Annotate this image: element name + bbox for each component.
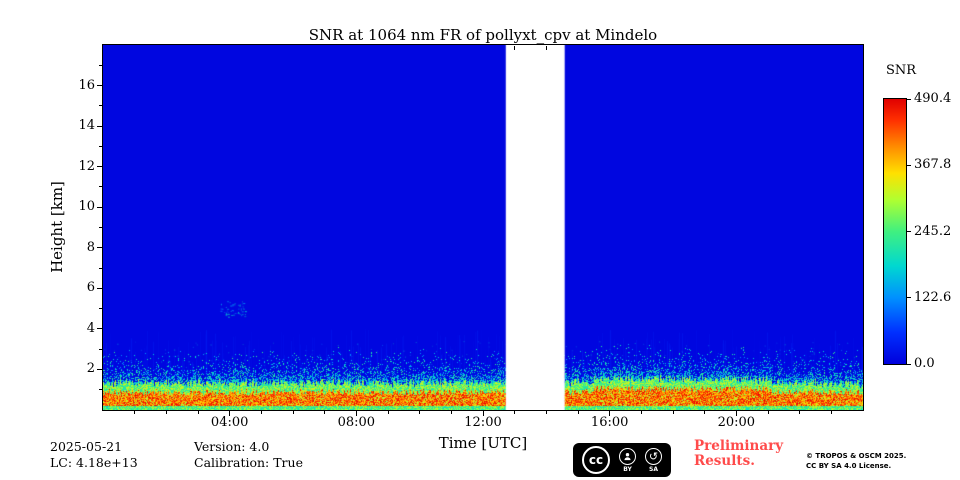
x-minor-tick [324,411,326,414]
y-minor-tick [99,105,102,107]
y-minor-tick [99,145,102,147]
cc-sa-label: SA [649,465,658,473]
preliminary-line1: Preliminary [694,438,784,454]
cc-sa-icon: ↺ SA [645,447,662,473]
y-minor-tick [99,227,102,228]
x-minor-tick [577,411,579,414]
y-axis-label: Height [km] [48,181,66,273]
top-inward-tick [545,46,547,50]
chart-title: SNR at 1064 nm FR of pollyxt_cpv at Mind… [308,26,658,44]
y-major-tick [97,287,102,289]
cc-logo-text: cc [588,453,604,467]
cc-by-icon: BY [619,447,636,473]
x-minor-tick [260,411,262,414]
x-minor-tick [134,411,136,414]
x-minor-tick [799,411,801,414]
y-tick-label: 6 [86,280,95,296]
colorbar-tick [907,231,911,232]
y-major-tick [97,368,102,370]
x-tick-label: 16:00 [590,415,629,430]
x-tick-label: 08:00 [337,415,376,430]
x-minor-tick [704,411,706,414]
x-minor-tick [450,411,452,414]
x-major-tick [735,411,737,416]
copyright-line1: © TROPOS & OSCM 2025. [806,452,907,460]
x-tick-label: 04:00 [210,415,249,430]
preliminary-line2: Results. [694,453,755,469]
x-major-tick [229,411,231,416]
share-alike-arrow-icon: ↺ [645,447,662,465]
y-major-tick [97,85,102,87]
y-minor-tick [99,267,102,269]
y-major-tick [97,125,102,127]
footer-version: Version: 4.0 [194,439,270,454]
heatmap-canvas [103,45,863,410]
copyright-note: © TROPOS & OSCM 2025. CC BY SA 4.0 Licen… [806,452,906,471]
y-major-tick [97,166,102,168]
x-major-tick [482,411,484,416]
footer-date: 2025-05-21 [50,439,123,454]
footer-calibration: Calibration: True [194,455,303,470]
cc-logo-icon: cc [582,446,610,474]
heatmap-plot-area [102,44,864,411]
colorbar [883,98,907,365]
colorbar-title: SNR [886,63,917,78]
x-major-tick [355,411,357,416]
y-major-tick [97,247,102,249]
y-minor-tick [99,186,102,188]
x-major-tick [609,411,611,416]
x-minor-tick [387,411,389,414]
x-minor-tick [419,411,421,414]
y-tick-label: 8 [86,239,95,255]
y-major-tick [97,328,102,330]
preliminary-note: Preliminary Results. [694,439,783,469]
y-tick-label: 12 [78,158,95,174]
person-icon [619,447,636,465]
x-tick-label: 12:00 [464,415,502,430]
top-inward-tick [514,46,516,50]
x-tick-label: 20:00 [717,415,756,430]
x-minor-tick [197,411,199,414]
colorbar-tick-label: 490.4 [914,91,952,106]
copyright-line2: CC BY SA 4.0 License. [806,461,892,470]
colorbar-tick [907,297,911,299]
y-tick-label: 14 [78,118,95,134]
x-minor-tick [514,411,516,414]
cc-license-badge: cc BY ↺ SA [573,443,671,477]
y-tick-label: 10 [78,199,95,215]
x-minor-tick [640,411,642,414]
colorbar-tick-label: 245.2 [914,223,952,239]
x-axis-label: Time [UTC] [438,434,528,452]
y-tick-label: 4 [86,320,95,336]
y-minor-tick [99,348,102,350]
x-minor-tick [767,411,769,414]
colorbar-tick [907,363,911,365]
y-minor-tick [99,64,102,66]
footer-lidar-constant: LC: 4.18e+13 [50,455,138,470]
colorbar-tick [907,164,911,166]
y-major-tick [97,206,102,208]
colorbar-tick-label: 122.6 [914,289,952,305]
y-minor-tick [99,389,102,391]
y-tick-label: 16 [78,77,95,93]
x-minor-tick [165,411,167,414]
colorbar-tick-label: 0.0 [914,356,935,371]
y-tick-label: 2 [86,361,95,377]
x-minor-tick [292,411,294,414]
y-minor-tick [99,308,102,310]
x-minor-tick [830,411,832,414]
cc-by-label: BY [623,465,632,473]
x-minor-tick [545,411,547,414]
colorbar-tick [907,98,911,100]
x-minor-tick [672,411,674,414]
colorbar-tick-label: 367.8 [914,157,952,173]
